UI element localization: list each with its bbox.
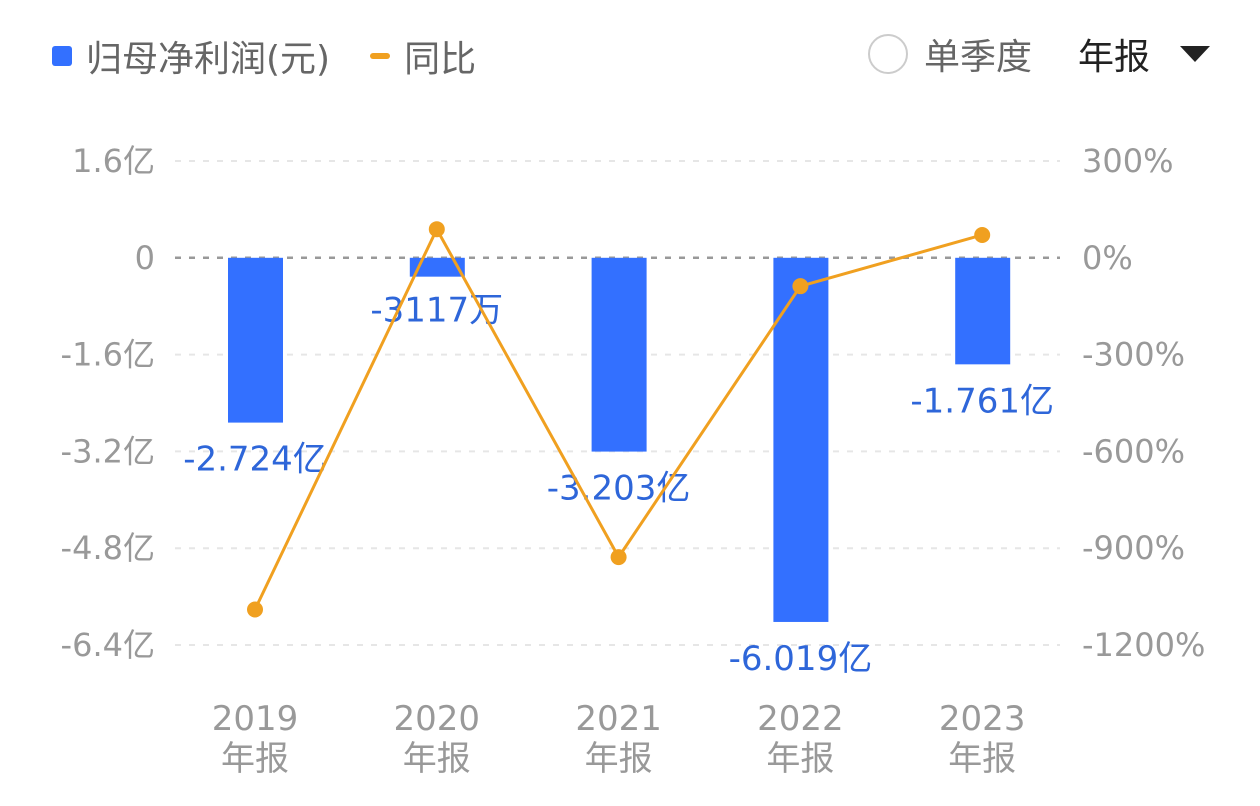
bar: [591, 257, 647, 452]
left-tick-label: -6.4亿: [61, 626, 155, 664]
line-legend-swatch: [370, 53, 391, 59]
bar: [773, 257, 829, 622]
quarter-label[interactable]: 单季度: [923, 37, 1032, 78]
x-tick-label: 2023: [939, 699, 1026, 739]
x-tick-sublabel: 年报: [948, 739, 1016, 779]
line-legend-label[interactable]: 同比: [404, 39, 477, 80]
legend: 归母净利润(元) 同比: [52, 30, 476, 82]
bar-data-label: -2.724亿: [183, 440, 327, 480]
x-tick-sublabel: 年报: [585, 739, 653, 779]
left-tick-label: -3.2亿: [61, 432, 155, 470]
yoy-point: [247, 601, 263, 618]
left-tick-label: -4.8亿: [61, 529, 155, 567]
yoy-point: [974, 226, 991, 243]
x-tick-label: 2020: [394, 699, 481, 739]
right-tick-label: 300%: [1082, 142, 1173, 180]
bar: [955, 257, 1011, 365]
x-tick-sublabel: 年报: [403, 739, 471, 779]
x-tick-label: 2021: [575, 699, 662, 739]
bar-legend-swatch: [52, 46, 72, 66]
left-tick-label: 1.6亿: [72, 142, 155, 180]
yoy-point: [428, 221, 445, 238]
x-tick-label: 2022: [757, 699, 844, 739]
x-tick-sublabel: 年报: [221, 739, 289, 779]
yoy-point: [610, 549, 627, 566]
right-tick-label: 0%: [1082, 239, 1133, 277]
yoy-point: [792, 278, 809, 295]
x-tick-label: 2019: [212, 699, 299, 739]
bar-legend-label[interactable]: 归母净利润(元): [86, 39, 331, 80]
bar-data-label: -1.761亿: [910, 381, 1054, 421]
right-tick-label: -900%: [1082, 529, 1185, 567]
quarter-radio[interactable]: [867, 34, 908, 74]
right-tick-label: -600%: [1082, 432, 1185, 470]
period-controls: 单季度 年报: [867, 28, 1210, 80]
bar: [409, 257, 465, 277]
bar: [228, 257, 283, 423]
bar-data-label: -3.203亿: [547, 469, 691, 509]
period-select[interactable]: 年报: [1077, 37, 1150, 78]
x-tick-sublabel: 年报: [766, 739, 834, 779]
right-tick-label: -300%: [1082, 336, 1185, 374]
right-tick-label: -1200%: [1082, 626, 1205, 664]
chevron-down-icon[interactable]: [1180, 46, 1210, 62]
left-tick-label: -1.6亿: [61, 336, 155, 374]
left-tick-label: 0: [135, 239, 155, 277]
bar-data-label: -6.019亿: [729, 639, 873, 679]
